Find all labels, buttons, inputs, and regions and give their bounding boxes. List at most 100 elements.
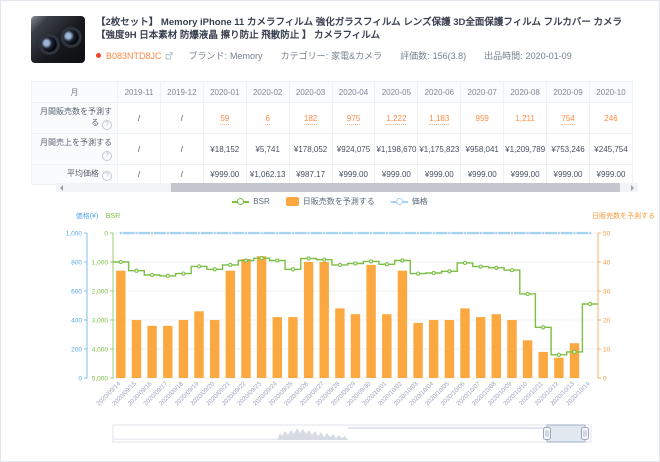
sales-bar: [147, 325, 157, 378]
monthly-revenue-value: ¥245,754: [588, 133, 634, 165]
price-axis-title: 価格(¥): [76, 211, 99, 220]
status-dot: [96, 53, 101, 58]
external-link-icon[interactable]: [165, 51, 173, 60]
info-icon[interactable]: ?: [102, 171, 112, 181]
sales-bars[interactable]: [116, 256, 580, 378]
datazoom-handle-right[interactable]: [581, 427, 589, 440]
svg-text:10: 10: [603, 346, 611, 353]
scrollbar-left-arrow-icon[interactable]: [56, 183, 65, 192]
scrollbar-thumb[interactable]: [171, 183, 620, 192]
monthly-sales-value[interactable]: 182: [288, 102, 333, 134]
monthly-sales-value[interactable]: 975: [331, 102, 376, 134]
svg-text:1,000: 1,000: [66, 230, 83, 237]
sales-bar: [272, 317, 282, 378]
legend-item[interactable]: 日販売数を予測する: [285, 196, 375, 207]
monthly-revenue-value: ¥924,075: [331, 133, 376, 165]
monthly-sales-value[interactable]: 59: [202, 102, 247, 134]
sales-bar: [319, 262, 329, 378]
info-icon[interactable]: ?: [102, 120, 112, 130]
svg-text:1,000: 1,000: [92, 259, 109, 266]
sales-bar: [522, 340, 533, 378]
avg-price-value: ¥999.00: [588, 164, 634, 185]
monthly-revenue-value: ¥1,175,823: [417, 133, 462, 165]
svg-text:4,000: 4,000: [92, 346, 109, 353]
avg-price-value: ¥999.00: [503, 164, 548, 185]
row-label: 月間売上を予測する?: [31, 133, 118, 165]
rating-meta: 評価数: 156(3.8): [400, 51, 467, 61]
sales-bar: [491, 314, 501, 378]
empty-value: /: [117, 133, 161, 165]
sales-bar: [507, 320, 517, 378]
sales-bar: [256, 256, 267, 378]
monthly-revenue-value: ¥178,052: [288, 133, 333, 165]
svg-text:50: 50: [603, 230, 611, 237]
sales-bar: [178, 320, 189, 378]
svg-text:200: 200: [71, 346, 82, 353]
monthly-sales-value[interactable]: 6: [245, 102, 290, 134]
price-axis: 1,000 800 600 400 200 0: [66, 230, 88, 382]
table-row: 平均価格? / / ¥999.00 ¥1,062.13 ¥987.17 ¥999.00 ¥99…: [31, 164, 634, 185]
month-col-header: 2020-07: [460, 81, 505, 103]
monthly-sales-value[interactable]: 1,222: [374, 102, 419, 134]
table-row: 月間売上を予測する? / / ¥18,152 ¥5,741 ¥178,052 ¥924,07…: [31, 133, 634, 165]
month-col-header: 2020-03: [288, 81, 333, 103]
row-label: 月間販売数を予測する?: [31, 102, 118, 134]
camera-lens-graphic: [36, 24, 85, 63]
bsr-axis: 0 1,000 2,000 3,000 4,000 5,000: [92, 230, 114, 382]
product-image[interactable]: [31, 16, 85, 63]
empty-value: /: [159, 102, 204, 134]
legend-item[interactable]: BSR: [232, 197, 270, 206]
asin-link[interactable]: B083NTD8JC: [106, 50, 162, 61]
sales-bar: [210, 320, 220, 378]
row-label: 平均価格?: [31, 164, 118, 185]
datazoom-slider[interactable]: [112, 424, 592, 443]
table-row: 月間販売数を予測する? //59 6 182 975 1,222 1,183 959 1,211…: [31, 102, 634, 134]
legend-item[interactable]: 価格: [390, 196, 428, 207]
monthly-sales-value[interactable]: 246: [588, 102, 634, 134]
datazoom-window[interactable]: [546, 424, 586, 443]
month-col-header: 2019-12: [159, 81, 204, 103]
svg-text:40: 40: [603, 259, 611, 266]
sales-bar: [288, 317, 298, 378]
monthly-revenue-value: ¥753,246: [546, 133, 590, 165]
table-scrollbar[interactable]: [56, 183, 638, 192]
avg-price-value: ¥1,062.13: [245, 164, 290, 185]
monthly-revenue-value: ¥5,741: [245, 133, 290, 165]
month-col-header: 2020-09: [546, 81, 590, 103]
sales-axis-title: 日販売数を予測する: [592, 211, 655, 220]
monthly-sales-value[interactable]: 959: [460, 102, 505, 134]
empty-value: /: [117, 102, 161, 134]
bsr-line[interactable]: [113, 256, 598, 357]
svg-text:20: 20: [603, 317, 611, 324]
month-header-cell: 月: [31, 81, 118, 103]
datazoom-handle-left[interactable]: [543, 427, 551, 440]
datazoom-shadow: [277, 428, 348, 440]
sales-chart: 1,000 800 600 400 200 0 0 1,000 2,000 3,000 4,000 5…: [1, 206, 659, 461]
svg-text:2,000: 2,000: [92, 288, 109, 295]
product-title: 【2枚セット】 Memory iPhone 11 カメラフィルム 強化ガラスフィ…: [96, 17, 623, 41]
monthly-sales-value[interactable]: 1,183: [417, 102, 462, 134]
scrollbar-right-arrow-icon[interactable]: [629, 183, 638, 192]
monthly-revenue-value: ¥1,198,670: [374, 133, 419, 165]
svg-text:3,000: 3,000: [92, 317, 109, 324]
month-col-header: 2019-11: [117, 81, 161, 103]
price-line[interactable]: [118, 231, 593, 236]
legend-bar-icon: [285, 197, 299, 206]
avg-price-value: ¥999.00: [202, 164, 247, 185]
monthly-sales-value[interactable]: 1,211: [503, 102, 548, 134]
monthly-table: 月 2019-11 2019-12 2020-01 2020-02 2020-03 2020…: [31, 81, 634, 185]
sales-bar: [350, 314, 361, 378]
avg-price-value: ¥999.00: [374, 164, 419, 185]
empty-value: /: [117, 164, 161, 185]
sales-bar: [413, 322, 423, 378]
info-icon[interactable]: ?: [102, 151, 112, 161]
svg-text:0: 0: [78, 375, 82, 382]
svg-text:600: 600: [71, 288, 82, 295]
monthly-sales-value[interactable]: 754: [546, 102, 590, 134]
product-header: 【2枚セット】 Memory iPhone 11 カメラフィルム 強化ガラスフィ…: [96, 16, 641, 62]
month-col-header: 2020-01: [202, 81, 247, 103]
sales-bar: [225, 270, 235, 378]
listed-date-meta: 出品時間: 2020-01-09: [484, 51, 572, 61]
avg-price-value: ¥999.00: [331, 164, 376, 185]
x-axis-labels: 2020/09/142020/09/152020/09/162020/09/17…: [95, 380, 592, 407]
